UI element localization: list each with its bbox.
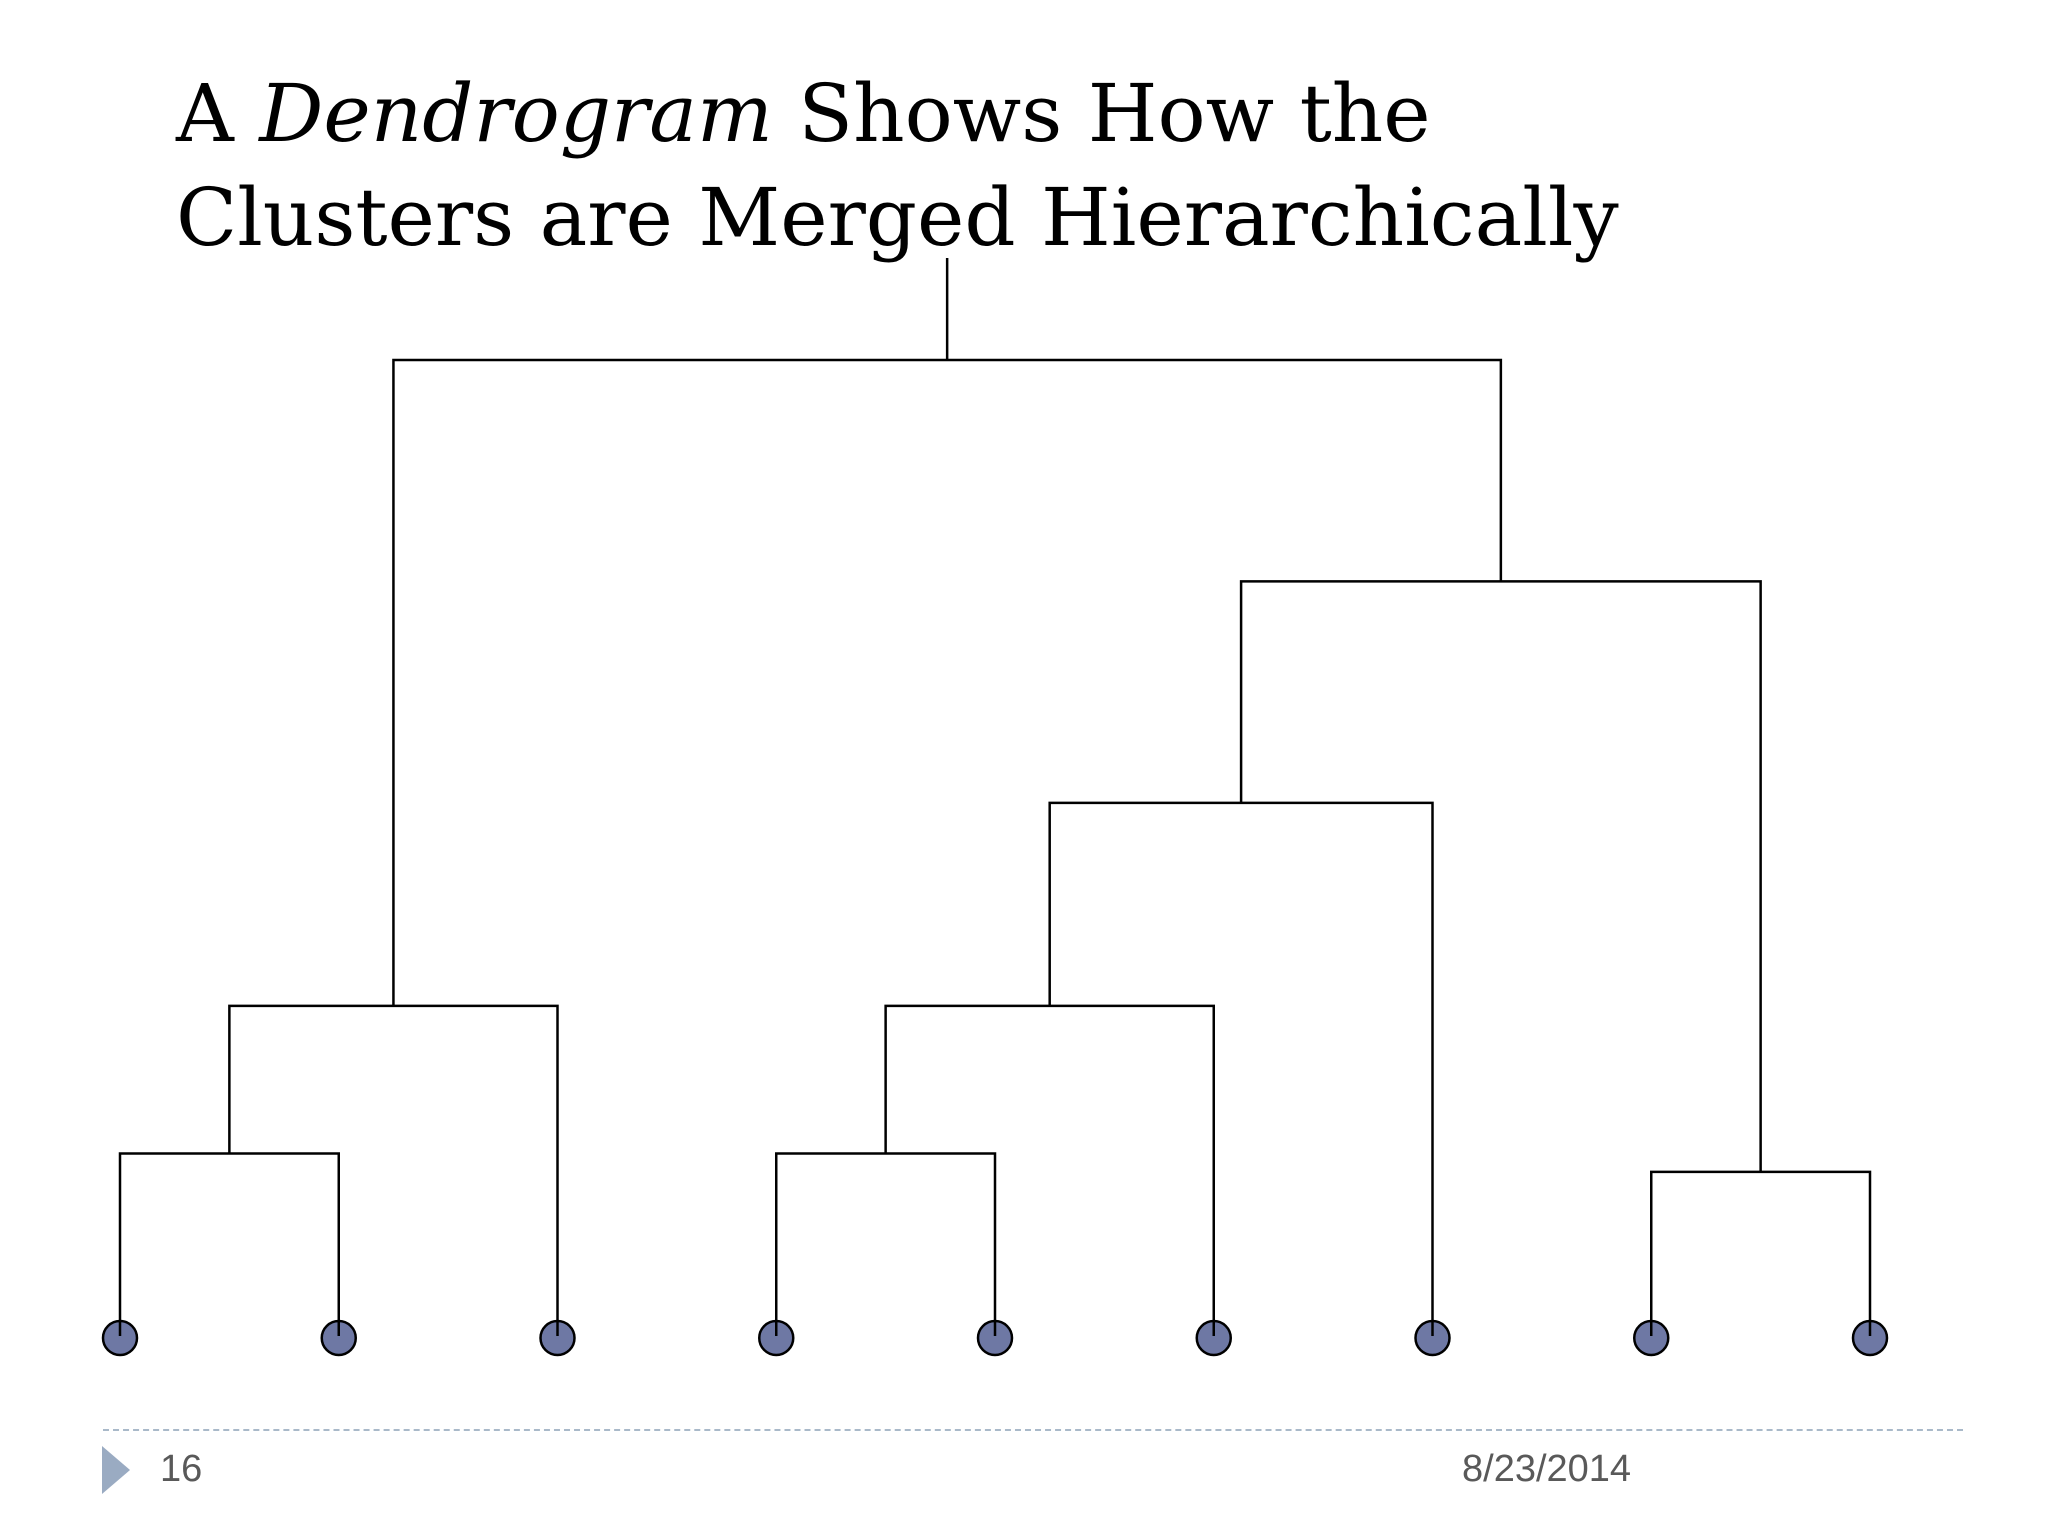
merge-link-m5 xyxy=(1048,801,1434,1338)
merge-link-m4 xyxy=(884,1004,1215,1338)
merge-link-m2 xyxy=(228,1004,559,1338)
merge-link-m1 xyxy=(118,1152,340,1338)
title-text-a: A xyxy=(176,67,260,160)
merge-link-m8 xyxy=(392,358,1503,1006)
merge-link-m6 xyxy=(1650,1170,1872,1338)
title-line-1: A Dendrogram Shows How the xyxy=(176,62,1619,166)
merge-link-m3 xyxy=(775,1152,997,1338)
dendrogram-leaves xyxy=(101,1319,1889,1357)
title-text-shows-how: Shows How the xyxy=(772,67,1431,160)
slide-date: 8/23/2014 xyxy=(1462,1448,1632,1490)
slide-title: A Dendrogram Shows How the Clusters are … xyxy=(176,62,1619,270)
footer-divider xyxy=(103,1429,1963,1431)
merge-link-m7 xyxy=(1239,580,1762,1172)
dendrogram-links xyxy=(118,258,1872,1338)
page-number: 16 xyxy=(160,1448,203,1490)
title-emphasis-dendrogram: Dendrogram xyxy=(259,67,773,160)
title-line-2: Clusters are Merged Hierarchically xyxy=(176,171,1619,264)
footer-arrow-icon xyxy=(102,1446,130,1494)
